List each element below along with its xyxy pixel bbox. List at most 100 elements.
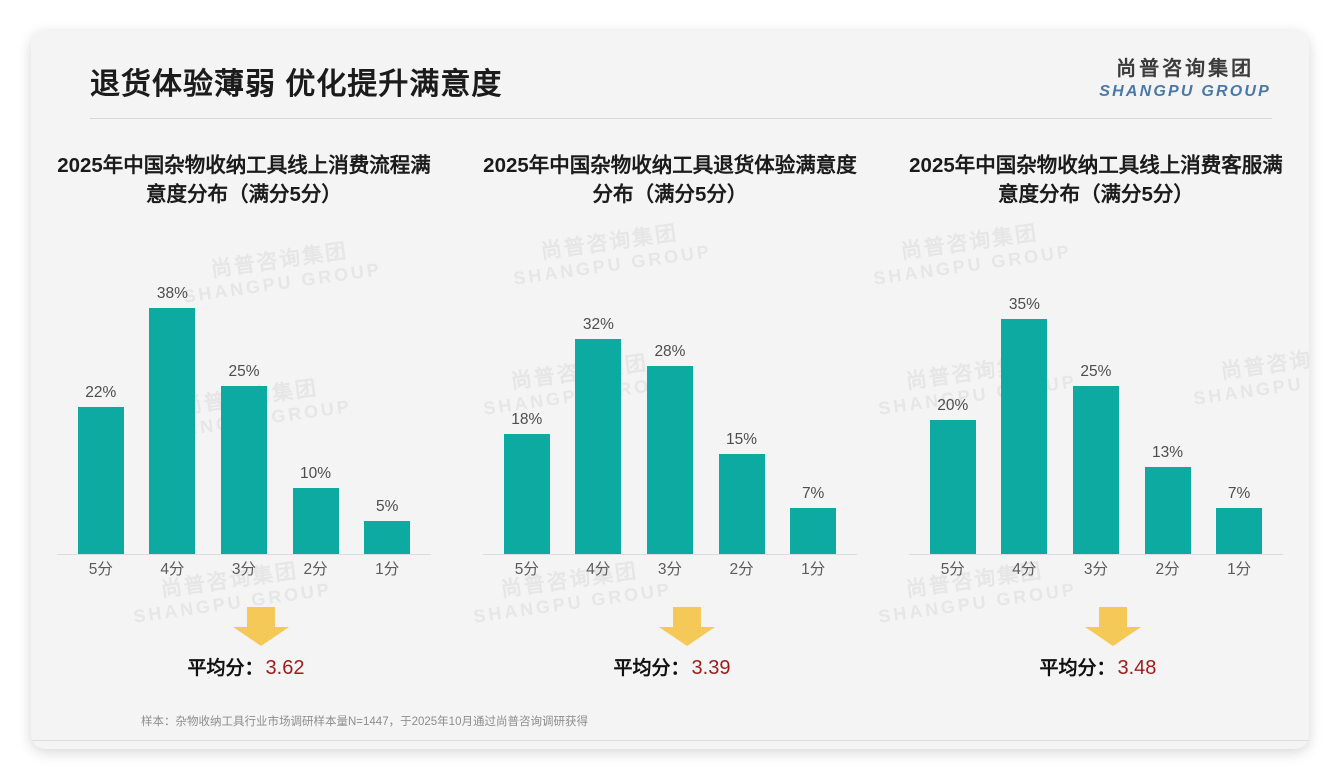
x-axis-tick: 4分 <box>586 561 611 578</box>
chart-title: 2025年中国杂物收纳工具线上消费客服满意度分布（满分5分） <box>909 154 1283 207</box>
bar-value-label: 25% <box>1080 363 1112 381</box>
chart-panel-3: 2025年中国杂物收纳工具线上消费客服满意度分布（满分5分） 20% 35% 2… <box>883 151 1309 687</box>
bar-group: 22% 38% 25% 10% <box>65 285 423 555</box>
average-score-text: 平均分： 3.39 <box>469 653 871 680</box>
bar-rect <box>503 433 550 555</box>
bar-value-label: 7% <box>1227 484 1251 502</box>
bar-item: 38% <box>138 285 206 555</box>
bar-value-label: 10% <box>300 464 332 482</box>
x-axis-tick: 1分 <box>1227 561 1252 578</box>
down-arrow-icon <box>232 607 289 646</box>
bar-chart-3: 20% 35% 25% 13% <box>895 255 1297 578</box>
sample-footnote: 样本：杂物收纳工具行业市场调研样本量N=1447，于2025年10月通过尚普咨询… <box>141 716 588 728</box>
x-axis-tick: 2分 <box>729 561 754 578</box>
bar-rect <box>77 406 124 555</box>
x-axis-tick: 1分 <box>801 561 826 578</box>
average-score-label: 平均分： <box>1039 658 1116 679</box>
bar-item: 7% <box>1205 285 1273 555</box>
bar-rect <box>718 453 765 555</box>
bar-rect <box>1072 386 1119 555</box>
bar-rect <box>364 521 411 555</box>
page-title: 退货体验薄弱 优化提升满意度 <box>90 68 503 101</box>
bar-rect <box>790 507 837 555</box>
bar-item: 7% <box>779 285 847 555</box>
bar-item: 32% <box>564 285 632 555</box>
slide-header: 退货体验薄弱 优化提升满意度 尚普咨询集团 SHANGPU GROUP <box>31 31 1309 119</box>
bar-rect <box>292 487 339 555</box>
bar-group: 20% 35% 25% 13% <box>917 285 1275 555</box>
bar-rect <box>1001 318 1048 555</box>
chart-title: 2025年中国杂物收纳工具线上消费流程满意度分布（满分5分） <box>57 154 431 207</box>
bar-item: 13% <box>1134 285 1202 555</box>
average-score-label: 平均分： <box>613 658 690 679</box>
bar-value-label: 13% <box>1152 444 1184 462</box>
bar-item: 25% <box>1062 285 1130 555</box>
chart-title: 2025年中国杂物收纳工具退货体验满意度分布（满分5分） <box>483 154 857 207</box>
bar-value-label: 5% <box>375 498 399 516</box>
x-axis-tick: 4分 <box>160 561 185 578</box>
bar-group: 18% 32% 28% 15% <box>491 285 849 555</box>
x-axis-tick: 3分 <box>1083 561 1108 578</box>
bar-value-label: 20% <box>937 397 969 414</box>
charts-row: 2025年中国杂物收纳工具线上消费流程满意度分布（满分5分） 22% 38% 2… <box>31 151 1309 687</box>
average-score-value: 3.62 <box>265 657 305 679</box>
x-axis-tick: 4分 <box>1012 561 1037 578</box>
down-arrow-icon <box>1084 607 1141 646</box>
bar-value-label: 28% <box>654 343 686 360</box>
bar-rect <box>646 366 693 555</box>
bar-value-label: 18% <box>511 410 543 428</box>
x-axis-tick: 2分 <box>1155 561 1180 578</box>
bar-item: 15% <box>708 285 776 555</box>
bar-item: 18% <box>493 285 561 555</box>
x-axis-labels: 5分 4分 3分 2分 1分 <box>491 557 849 579</box>
bar-value-label: 25% <box>228 363 260 381</box>
chart-panel-2: 2025年中国杂物收纳工具退货体验满意度分布（满分5分） 18% 32% 28% <box>457 151 883 687</box>
bar-rect <box>149 308 196 555</box>
average-score-text: 平均分： 3.62 <box>43 653 445 680</box>
down-arrow-icon <box>658 607 715 646</box>
bar-chart-1: 22% 38% 25% 10% <box>43 255 445 578</box>
x-axis-tick: 2分 <box>303 561 328 578</box>
logo-english-text: SHANGPU GROUP <box>1099 83 1271 100</box>
bar-item: 20% <box>919 285 987 555</box>
company-logo: 尚普咨询集团 SHANGPU GROUP <box>1099 57 1271 102</box>
average-score-value: 3.39 <box>691 657 731 679</box>
x-axis-tick: 5分 <box>88 561 113 578</box>
header-divider <box>90 118 1272 119</box>
bar-item: 28% <box>636 285 704 555</box>
bar-value-label: 15% <box>726 430 758 448</box>
average-score-label: 平均分： <box>187 658 264 679</box>
x-axis-tick: 1分 <box>375 561 400 578</box>
x-axis-tick: 5分 <box>514 561 539 578</box>
average-score-value: 3.48 <box>1117 657 1157 679</box>
bar-item: 10% <box>282 285 350 555</box>
slide-footer: ©2025.12 SHANGPU GROUP www.shangpu-china… <box>31 743 1309 749</box>
bar-value-label: 38% <box>156 285 188 302</box>
logo-chinese-text: 尚普咨询集团 <box>1116 58 1255 80</box>
x-axis-line <box>482 554 857 555</box>
average-score-block-2: 平均分： 3.39 <box>469 607 871 687</box>
average-score-text: 平均分： 3.48 <box>895 653 1297 680</box>
bar-rect <box>929 420 976 555</box>
x-axis-labels: 5分 4分 3分 2分 1分 <box>65 557 423 579</box>
x-axis-labels: 5分 4分 3分 2分 1分 <box>917 557 1275 579</box>
x-axis-tick: 5分 <box>940 561 965 578</box>
x-axis-tick: 3分 <box>657 561 683 578</box>
bar-item: 35% <box>990 285 1058 555</box>
average-score-block-3: 平均分： 3.48 <box>895 607 1297 687</box>
bar-rect <box>1216 507 1263 555</box>
bar-value-label: 7% <box>801 484 825 502</box>
x-axis-tick: 3分 <box>231 561 257 578</box>
bar-chart-2: 18% 32% 28% 15% <box>469 255 871 578</box>
bar-item: 22% <box>67 285 135 555</box>
slide-card: 尚普咨询集团 SHANGPU GROUP 尚普咨询集团 SHANGPU GROU… <box>31 31 1309 749</box>
bar-item: 5% <box>353 285 421 555</box>
x-axis-line <box>57 554 431 555</box>
bar-item: 25% <box>210 285 278 555</box>
bar-rect <box>1144 467 1191 555</box>
bar-value-label: 32% <box>582 316 614 333</box>
x-axis-line <box>908 554 1283 555</box>
bar-value-label: 22% <box>85 383 117 401</box>
footer-divider <box>31 740 1309 741</box>
average-score-block-1: 平均分： 3.62 <box>43 607 445 687</box>
